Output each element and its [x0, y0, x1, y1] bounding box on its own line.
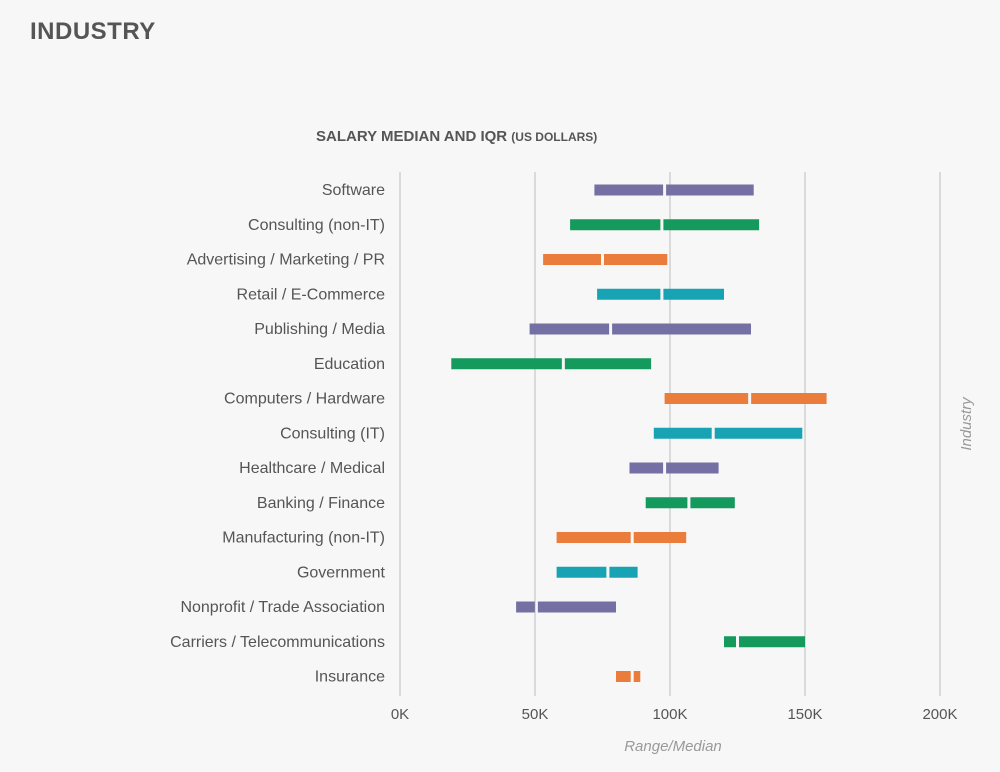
iqr-upper-bar	[663, 288, 724, 300]
x-tick-label: 100K	[652, 706, 687, 723]
category-label: Education	[314, 356, 385, 373]
category-label: Insurance	[315, 669, 385, 686]
iqr-upper-bar	[633, 532, 687, 543]
iqr-upper-bar	[612, 323, 751, 335]
iqr-lower-bar	[664, 393, 749, 404]
category-label: Government	[297, 564, 386, 581]
iqr-lower-bar	[724, 636, 736, 648]
iqr-upper-bar	[666, 462, 719, 474]
category-label: Retail / E-Commerce	[237, 286, 386, 303]
category-label: Consulting (non-IT)	[248, 217, 385, 234]
iqr-lower-bar	[556, 532, 631, 543]
x-tick-label: 150K	[787, 706, 822, 723]
category-label: Banking / Finance	[257, 495, 385, 512]
category-label: Computers / Hardware	[224, 391, 385, 408]
chart-title-unit: (US DOLLARS)	[511, 130, 598, 144]
chart-title-text: SALARY MEDIAN AND IQR	[316, 128, 508, 145]
iqr-upper-bar	[609, 566, 638, 578]
x-tick-label: 200K	[922, 706, 957, 723]
category-label: Nonprofit / Trade Association	[180, 599, 385, 616]
iqr-lower-bar	[570, 219, 661, 231]
x-tick-label: 0K	[391, 706, 409, 723]
iqr-lower-bar	[451, 358, 562, 370]
iqr-upper-bar	[633, 671, 641, 682]
iqr-upper-bar	[690, 497, 735, 509]
x-axis-title: Range/Median	[624, 738, 722, 755]
iqr-lower-bar	[529, 323, 610, 335]
category-label: Healthcare / Medical	[239, 460, 385, 477]
chart-title: SALARY MEDIAN AND IQR (US DOLLARS)	[316, 128, 597, 145]
iqr-lower-bar	[516, 601, 535, 613]
y-axis-title: Industry	[958, 396, 975, 451]
iqr-lower-bar	[543, 254, 601, 265]
category-label: Software	[322, 182, 385, 199]
category-label: Consulting (IT)	[280, 425, 385, 442]
iqr-lower-bar	[556, 566, 607, 578]
category-label: Manufacturing (non-IT)	[222, 530, 385, 547]
iqr-lower-bar	[616, 671, 631, 682]
iqr-upper-bar	[564, 358, 652, 370]
iqr-upper-bar	[537, 601, 616, 613]
iqr-lower-bar	[645, 497, 688, 509]
category-label: Publishing / Media	[254, 321, 385, 338]
x-tick-label: 50K	[522, 706, 549, 723]
iqr-upper-bar	[714, 427, 803, 439]
iqr-lower-bar	[653, 427, 712, 439]
iqr-lower-bar	[594, 184, 664, 196]
iqr-lower-bar	[597, 288, 661, 300]
iqr-lower-bar	[629, 462, 664, 474]
iqr-upper-bar	[663, 219, 760, 231]
category-label: Carriers / Telecommunications	[170, 634, 385, 651]
iqr-upper-bar	[739, 636, 805, 648]
category-label: Advertising / Marketing / PR	[187, 252, 385, 269]
iqr-upper-bar	[751, 393, 827, 404]
iqr-upper-bar	[666, 184, 754, 196]
page-title: INDUSTRY	[30, 18, 156, 45]
iqr-upper-bar	[604, 254, 668, 265]
